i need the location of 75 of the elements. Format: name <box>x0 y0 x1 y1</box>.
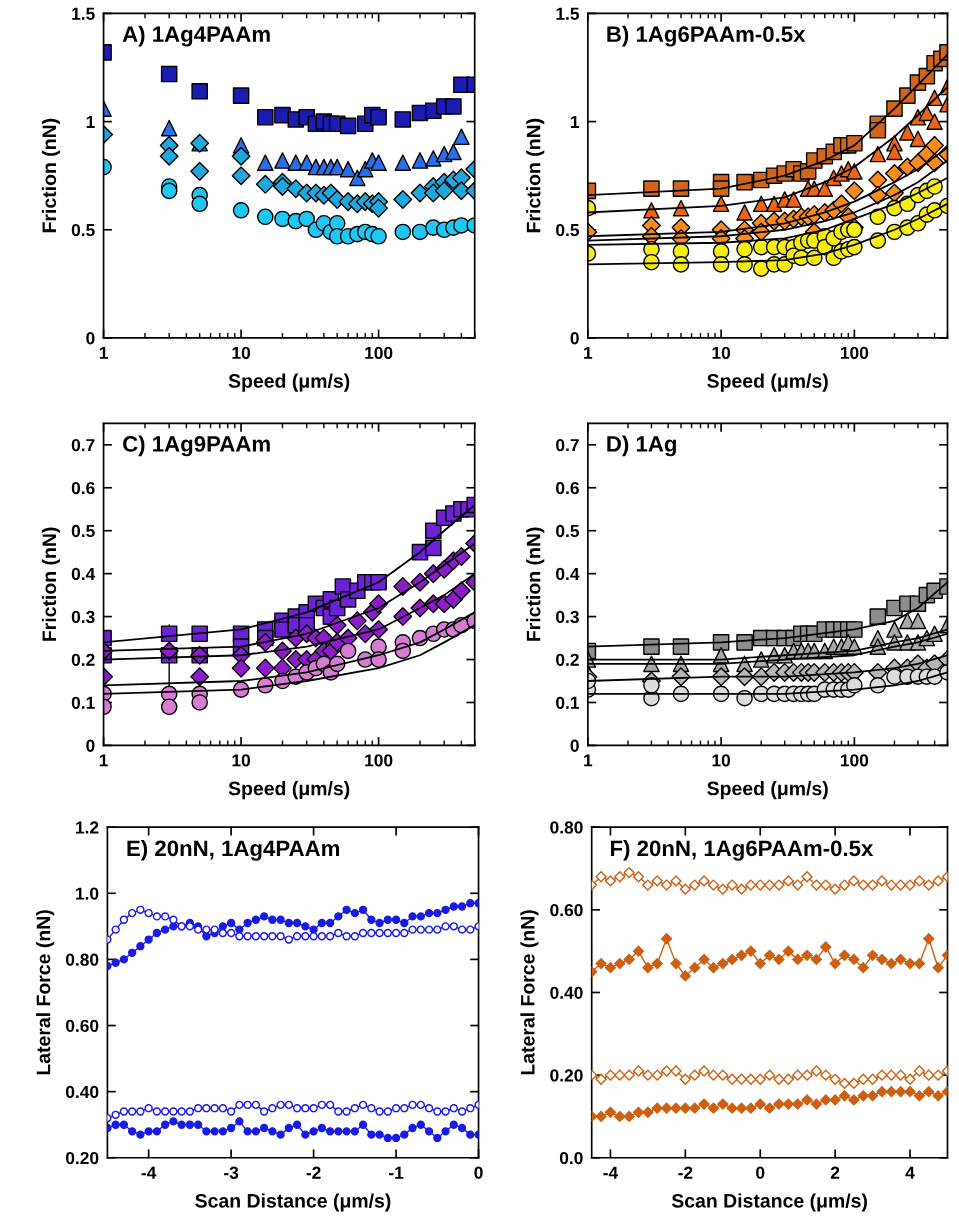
x-tick-label: 1 <box>584 754 593 767</box>
y-tick-label: 1.0 <box>76 887 99 900</box>
y-tick-label: 1 <box>570 115 580 128</box>
text: A) 1Ag4PAAm <box>122 25 270 47</box>
y-tick-label: 0.0 <box>559 1151 583 1165</box>
x-tick-label: 1 <box>99 754 108 767</box>
y-tick-label: 0.3 <box>556 610 579 624</box>
x-tick-label: 100 <box>840 754 869 767</box>
x-tick-label: 100 <box>840 346 869 360</box>
y-tick-label: 0.80 <box>65 953 99 966</box>
y-tick-label: 0.4 <box>556 567 580 581</box>
x-tick-label: -2 <box>678 1166 693 1179</box>
y-tick-label: 1.2 <box>76 821 99 834</box>
y-tick-label: 0.4 <box>71 567 96 581</box>
y-tick-label: 0 <box>570 332 579 345</box>
x-tick-label: 1 <box>584 346 593 359</box>
y-axis-title: Friction (nN) <box>526 527 545 641</box>
x-tick-label: 1 <box>99 346 108 359</box>
y-tick-label: 0.6 <box>556 481 579 495</box>
x-tick-label: 4 <box>905 1166 915 1179</box>
x-tick-label: 10 <box>712 754 731 767</box>
y-tick-label: 0.80 <box>550 821 583 834</box>
text: E) 20nN, 1Ag4PAAm <box>127 839 340 861</box>
x-tick-label: 0 <box>756 1166 765 1179</box>
y-tick-label: 0.3 <box>71 610 95 624</box>
x-tick-label: 100 <box>365 754 393 767</box>
y-axis-title: Friction (nN) <box>41 118 60 233</box>
y-tick-label: 0.40 <box>65 1085 99 1099</box>
x-tick-label: 10 <box>232 346 251 360</box>
text: B) 1Ag6PAAm-0.5x <box>607 25 806 47</box>
y-tick-label: 0.1 <box>556 696 580 709</box>
y-tick-label: 0.5 <box>71 223 95 237</box>
x-axis-title: Speed (μm/s) <box>228 373 350 392</box>
y-tick-label: 0.60 <box>550 903 583 917</box>
y-tick-label: 0.5 <box>71 524 95 538</box>
x-tick-label: 100 <box>365 346 393 360</box>
x-tick-label: 10 <box>232 754 251 767</box>
y-tick-label: 0 <box>570 739 579 752</box>
y-tick-label: 0.7 <box>71 438 95 452</box>
y-tick-label: 0.2 <box>71 653 95 666</box>
y-tick-label: 0.5 <box>556 223 580 237</box>
y-tick-label: 0.2 <box>556 653 579 666</box>
y-tick-label: 0.20 <box>550 1069 583 1082</box>
y-tick-label: 0.40 <box>550 986 583 999</box>
y-axis-title: Friction (nN) <box>526 118 545 233</box>
x-axis-title: Speed (μm/s) <box>228 781 350 800</box>
text: F) 20nN, 1Ag6PAAm-0.5x <box>610 839 874 861</box>
x-tick-label: -3 <box>224 1166 239 1179</box>
x-axis-title: Speed (μm/s) <box>707 373 828 392</box>
y-axis-title: Lateral Force (nN) <box>520 910 539 1075</box>
y-tick-label: 0.1 <box>71 696 95 709</box>
y-tick-label: 1.5 <box>72 7 95 20</box>
x-tick-label: 2 <box>830 1166 840 1179</box>
y-tick-label: 0.7 <box>556 438 579 452</box>
y-tick-label: 0.20 <box>65 1151 99 1165</box>
y-tick-label: 0.60 <box>65 1019 99 1032</box>
y-tick-label: 1.5 <box>556 7 580 20</box>
x-axis-title: Scan Distance (μm/s) <box>671 1193 867 1212</box>
y-axis-title: Lateral Force (nN) <box>36 910 55 1075</box>
x-tick-label: -4 <box>141 1166 157 1179</box>
x-tick-label: -4 <box>603 1166 619 1179</box>
y-tick-label: 0.5 <box>556 524 580 538</box>
text: D) 1Ag <box>607 435 676 457</box>
x-tick-label: -1 <box>389 1166 404 1179</box>
y-axis-title: Friction (nN) <box>41 527 60 641</box>
y-tick-label: 1 <box>86 115 95 128</box>
y-tick-label: 0.6 <box>71 481 95 495</box>
x-tick-label: -2 <box>306 1166 321 1179</box>
x-axis-title: Speed (μm/s) <box>707 781 828 800</box>
x-axis-title: Scan Distance (μm/s) <box>195 1193 391 1212</box>
text: C) 1Ag9PAAm <box>123 435 270 457</box>
y-tick-label: 0 <box>86 332 95 345</box>
y-tick-label: 0 <box>86 739 95 752</box>
x-tick-label: 10 <box>712 346 731 360</box>
x-tick-label: 0 <box>474 1166 483 1179</box>
